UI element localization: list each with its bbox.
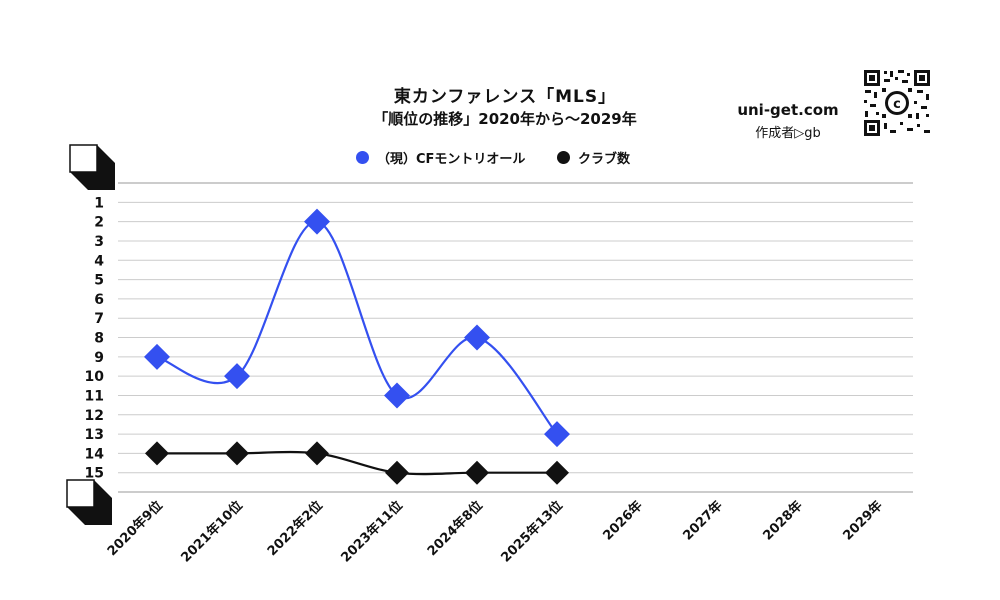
- x-tick-label: 2025年13位: [498, 498, 566, 566]
- legend-label-club-count: クラブ数: [578, 151, 631, 167]
- x-tick-label: 2020年9位: [104, 498, 166, 560]
- y-tick-label: 7: [94, 311, 104, 327]
- y-tick-label: 14: [85, 446, 105, 462]
- marker-club-count: [545, 460, 569, 485]
- marker-montreal: [384, 382, 410, 409]
- chart-subtitle: 「順位の推移」2020年から～2029年: [373, 110, 637, 128]
- y-tick-label: 15: [85, 466, 104, 482]
- x-tick-label: 2028年: [760, 498, 806, 544]
- series-markers: [144, 208, 570, 485]
- axis-decorations: [66, 144, 115, 525]
- author-credit: 作成者▷gb: [755, 126, 821, 141]
- y-tick-label: 4: [94, 253, 104, 269]
- legend-marker-blue: [356, 150, 369, 164]
- legend-item-montreal: （現）CFモントリオール: [356, 147, 525, 167]
- marker-club-count: [145, 441, 169, 466]
- y-tick-label: 1: [94, 195, 104, 211]
- marker-club-count: [305, 441, 329, 466]
- grid-lines: [118, 182, 913, 493]
- x-tick-label: 2029年: [840, 498, 886, 544]
- x-tick-labels: 2020年9位 2021年10位 2022年2位 2023年11位 2024年8位 202…: [104, 498, 886, 566]
- bottom-axis-cube-face: [66, 479, 95, 508]
- site-name: uni-get.com: [737, 101, 839, 119]
- x-tick-label: 2021年10位: [178, 498, 246, 566]
- y-tick-label: 2: [94, 215, 104, 231]
- y-tick-label: 8: [94, 331, 104, 347]
- series-line-club-count: [157, 450, 557, 476]
- marker-club-count: [385, 460, 409, 485]
- svg-text:c: c: [893, 97, 901, 112]
- legend-item-club-count: クラブ数: [557, 147, 630, 167]
- qr-code-icon[interactable]: c: [862, 68, 932, 138]
- y-tick-label: 12: [85, 408, 104, 424]
- x-tick-label: 2022年2位: [264, 498, 326, 560]
- marker-club-count: [465, 460, 489, 485]
- x-tick-label: 2024年8位: [424, 498, 486, 560]
- x-tick-label: 2026年: [600, 498, 646, 544]
- x-tick-label: 2023年11位: [338, 498, 406, 566]
- x-tick-label: 2027年: [680, 498, 726, 544]
- top-axis-cube-face: [69, 144, 98, 173]
- y-tick-label: 9: [94, 350, 104, 366]
- y-tick-label: 5: [94, 273, 104, 289]
- y-tick-label: 10: [85, 369, 105, 385]
- marker-montreal: [464, 324, 490, 351]
- chart-title: 東カンファレンス「MLS」: [393, 87, 617, 107]
- marker-montreal: [144, 343, 170, 370]
- legend-marker-black: [557, 150, 570, 164]
- y-tick-label: 3: [94, 234, 104, 250]
- y-tick-label: 11: [85, 388, 104, 404]
- marker-club-count: [225, 441, 249, 466]
- y-tick-label: 13: [85, 427, 104, 443]
- marker-montreal: [224, 363, 250, 390]
- marker-montreal: [544, 421, 570, 448]
- y-tick-label: 6: [94, 292, 104, 308]
- legend-label-montreal: （現）CFモントリオール: [377, 151, 526, 167]
- marker-montreal: [304, 208, 330, 235]
- series-line-montreal: [156, 220, 558, 435]
- series-lines: [156, 220, 558, 476]
